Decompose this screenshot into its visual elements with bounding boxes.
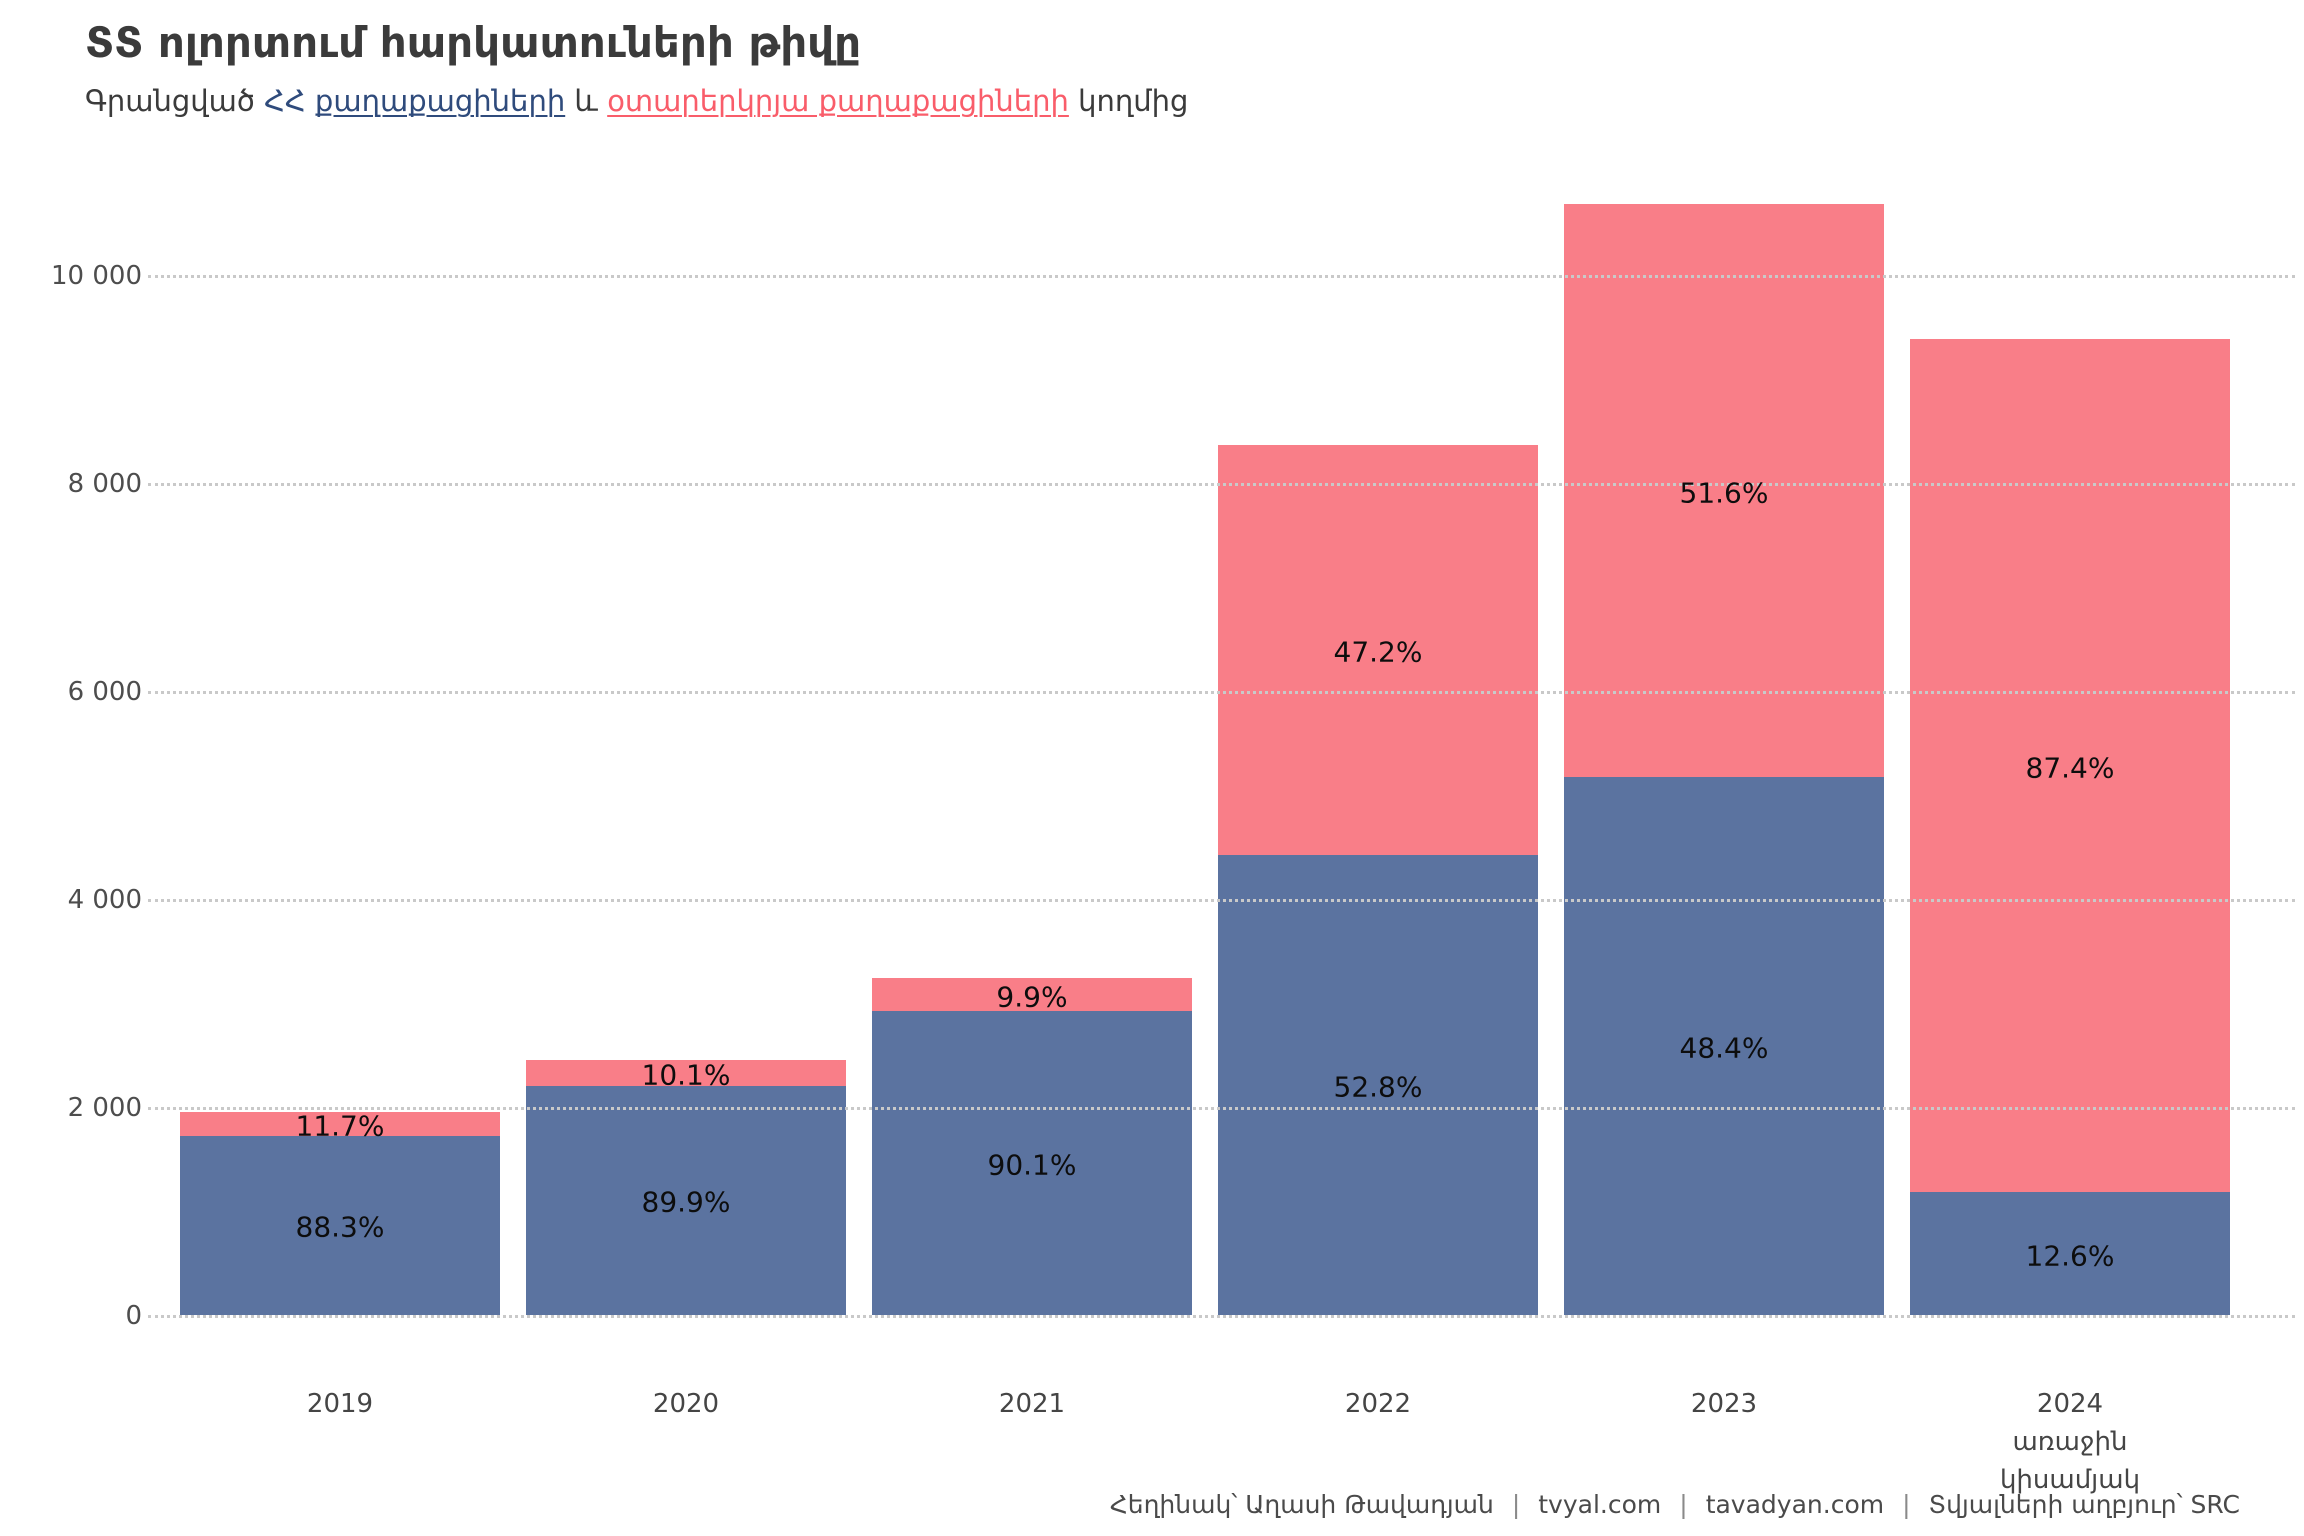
chart-footer-credits: Հեղինակ՝ Աղասի Թավադյան | tvyal.com | tavady… xyxy=(1110,1490,2240,1519)
x-axis-label-2023: 2023 xyxy=(1690,1389,1758,1419)
x-axis-label-2022: 2022 xyxy=(1344,1389,1412,1419)
x-axis-label-2019: 2019 xyxy=(306,1389,374,1419)
segment-percent-label: 52.8% xyxy=(1333,1070,1423,1104)
text-part: Գրանցված xyxy=(85,84,265,118)
footer-item: tvyal.com xyxy=(1538,1490,1662,1519)
gridline-0 xyxy=(148,1315,2295,1318)
x-axis-label-2024: 2024 առաջին կիսամյակ xyxy=(1999,1389,2141,1495)
gridline-10000 xyxy=(148,275,2295,278)
bar-segment-2022-ra-citizens xyxy=(1218,855,1538,1315)
segment-percent-label: 87.4% xyxy=(2025,751,2115,785)
y-axis-label-4000: 4 000 xyxy=(67,885,142,915)
footer-item: Հեղինակ՝ Աղասի Թավադյան xyxy=(1109,1490,1494,1519)
segment-percent-label: 9.9% xyxy=(996,980,1068,1014)
text-part: ՏՏ ոլորտում հարկատուների թիվ xyxy=(85,18,835,67)
text-part: օտարերկրյա քաղաքացիների xyxy=(607,84,1069,118)
bar-segment-2021-ra-citizens xyxy=(872,1011,1192,1315)
footer-item: Տվյալների աղբյուր՝ SRC xyxy=(1928,1490,2240,1519)
segment-percent-label: 88.3% xyxy=(295,1210,385,1244)
chart-subtitle: Գրանցված ՀՀ քաղաքացիների և օտարերկրյա քա… xyxy=(85,84,1188,118)
text-part: և xyxy=(565,84,608,118)
text-part: ՀՀ xyxy=(264,84,315,118)
x-axis-label-2021: 2021 xyxy=(998,1389,1066,1419)
footer-separator: | xyxy=(1902,1490,1911,1519)
segment-percent-label: 90.1% xyxy=(987,1148,1077,1182)
bar-segment-2019-foreign-citizens xyxy=(180,1112,500,1136)
segment-percent-label: 51.6% xyxy=(1679,476,1769,510)
text-part: ը xyxy=(834,18,862,67)
gridline-6000 xyxy=(148,691,2295,694)
footer-item: tavadyan.com xyxy=(1705,1490,1885,1519)
bar-segment-2019-ra-citizens xyxy=(180,1135,500,1315)
segment-percent-label: 48.4% xyxy=(1679,1031,1769,1065)
bar-segment-2023-foreign-citizens xyxy=(1564,204,1884,778)
gridline-2000 xyxy=(148,1107,2295,1110)
bar-segment-2020-ra-citizens xyxy=(526,1085,846,1315)
bar-segment-2023-ra-citizens xyxy=(1564,777,1884,1315)
gridline-4000 xyxy=(148,899,2295,902)
y-axis-label-10000: 10 000 xyxy=(51,261,142,291)
y-axis-label-0: 0 xyxy=(125,1301,142,1331)
segment-percent-label: 10.1% xyxy=(641,1058,731,1092)
y-axis-label-6000: 6 000 xyxy=(67,677,142,707)
bar-segment-2024-foreign-citizens xyxy=(1910,339,2230,1193)
segment-percent-label: 89.9% xyxy=(641,1185,731,1219)
segment-percent-label: 11.7% xyxy=(295,1109,385,1143)
y-axis-label-8000: 8 000 xyxy=(67,469,142,499)
segment-percent-label: 47.2% xyxy=(1333,635,1423,669)
segment-percent-label: 12.6% xyxy=(2025,1239,2115,1273)
bar-segment-2024-ra-citizens xyxy=(1910,1192,2230,1315)
x-axis-label-2020: 2020 xyxy=(652,1389,720,1419)
bar-segment-2022-foreign-citizens xyxy=(1218,444,1538,856)
text-part: կողմից xyxy=(1068,84,1189,118)
gridline-8000 xyxy=(148,483,2295,486)
bar-segment-2021-foreign-citizens xyxy=(872,978,1192,1012)
footer-separator: | xyxy=(1679,1490,1688,1519)
footer-separator: | xyxy=(1511,1490,1521,1519)
text-part: քաղաքացիների xyxy=(314,84,566,118)
bar-segment-2020-foreign-citizens xyxy=(526,1060,846,1086)
chart-title: ՏՏ ոլորտում հարկատուների թիվը xyxy=(85,18,861,67)
y-axis-label-2000: 2 000 xyxy=(67,1093,142,1123)
